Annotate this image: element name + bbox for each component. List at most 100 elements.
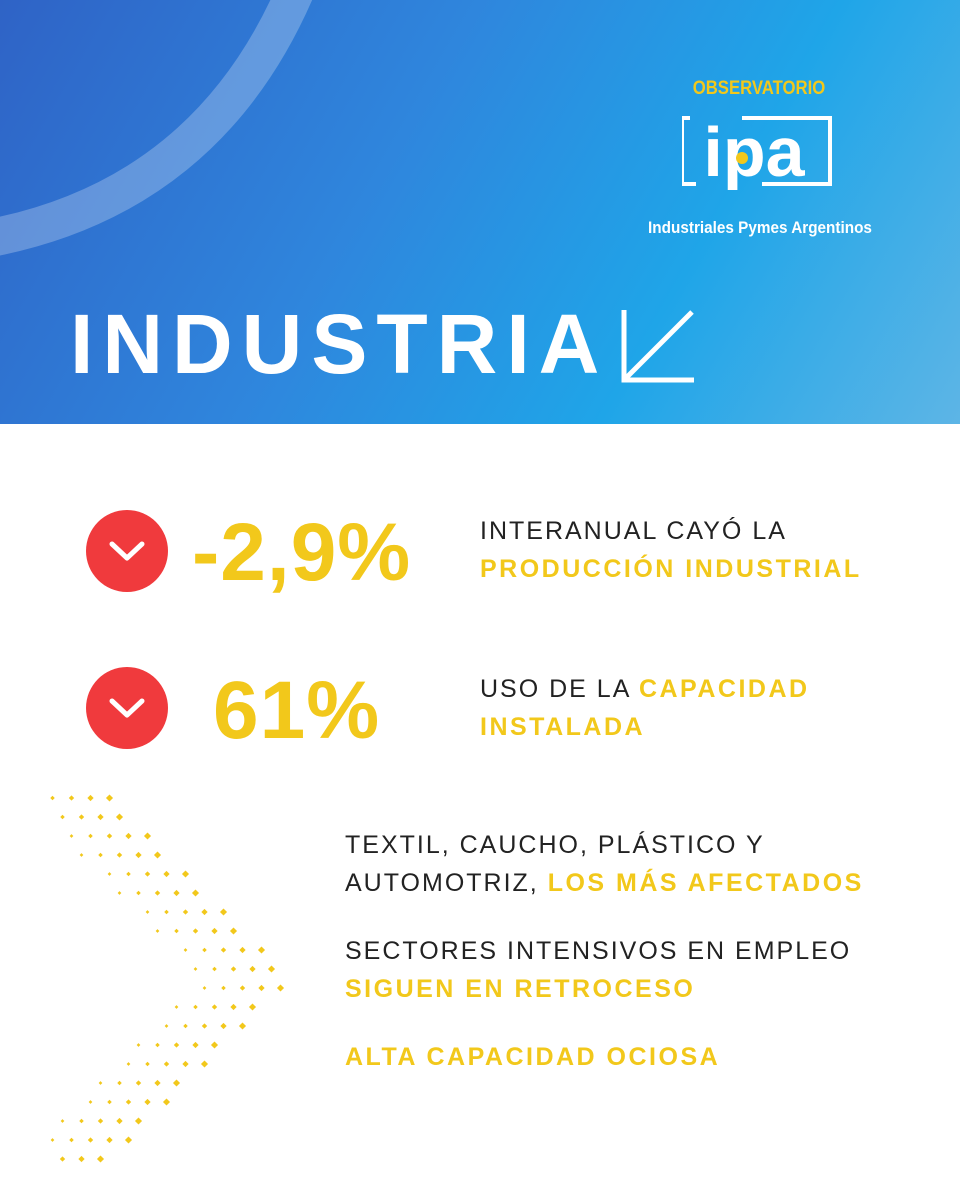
decor-dot [98, 1081, 103, 1085]
decor-dot [78, 1155, 85, 1163]
decor-dot [105, 794, 114, 802]
decor-dot [155, 1042, 160, 1048]
decor-dot [144, 1098, 151, 1106]
decor-dot [162, 1098, 171, 1106]
bullet-1: TEXTIL, CAUCHO, PLÁSTICO Y AUTOMOTRIZ, L… [345, 826, 864, 902]
decor-dot [181, 870, 190, 878]
decor-dot [163, 1061, 170, 1067]
decor-dot [97, 813, 104, 821]
decor-dot [212, 966, 217, 972]
decor-dot [153, 851, 162, 859]
decor-dot [202, 947, 207, 953]
decor-dot [173, 1042, 180, 1048]
decor-dot [182, 1060, 189, 1068]
decor-dot [219, 908, 228, 916]
decor-dot [117, 891, 122, 895]
decor-dot [126, 871, 131, 877]
decor-dot [258, 984, 265, 992]
decor-dot [87, 1137, 94, 1143]
decor-dot [79, 1118, 84, 1124]
decor-dot [201, 908, 208, 916]
decor-dot [69, 1137, 74, 1143]
decor-dot [143, 832, 152, 840]
decor-dot [96, 1155, 105, 1163]
decor-dot [50, 795, 55, 801]
bullet-1-text: AUTOMOTRIZ, [345, 869, 539, 897]
page-title: INDUSTRIA [70, 297, 609, 391]
decor-dot [116, 852, 123, 858]
bullet-2-line1: SECTORES INTENSIVOS EN EMPLEO [345, 937, 852, 965]
decor-dot [173, 889, 180, 897]
decor-dot [117, 1080, 122, 1086]
decor-dot [191, 889, 200, 897]
decor-dot [192, 928, 199, 934]
decor-dot [163, 870, 170, 878]
decorative-arc [0, 0, 313, 256]
decor-dot [97, 1118, 104, 1124]
decor-dot [136, 890, 141, 896]
decor-dot [126, 1062, 131, 1066]
decor-dot [106, 1136, 113, 1144]
decor-dot [60, 814, 65, 820]
decor-dot [125, 832, 132, 840]
decor-dot [183, 1023, 188, 1029]
decor-dot [193, 967, 198, 971]
decor-dot [267, 965, 276, 973]
decor-dot [154, 890, 161, 896]
decor-dot [200, 1060, 209, 1068]
decor-dot [98, 852, 103, 858]
decor-dot [164, 909, 169, 915]
decor-dot [183, 948, 188, 952]
bullet-1-highlight: LOS MÁS AFECTADOS [547, 869, 864, 897]
bullet-3: ALTA CAPACIDAD OCIOSA [345, 1038, 720, 1076]
decor-dot [79, 853, 84, 857]
decor-dot [154, 1079, 161, 1087]
decor-dot [116, 1117, 123, 1125]
decor-dot [145, 910, 150, 914]
decor-dot [135, 851, 142, 859]
header-banner: OBSERVATORIO ipa Industriales Pymes Arge… [0, 0, 960, 424]
decor-dot [106, 833, 113, 839]
decor-dot [50, 1138, 55, 1142]
decor-dot [174, 1005, 179, 1009]
decor-dot [211, 1004, 218, 1010]
bullet-3-highlight: ALTA CAPACIDAD OCIOSA [345, 1043, 721, 1071]
decor-dot [249, 965, 256, 973]
decor-dot [144, 871, 151, 877]
chevron-down-icon [109, 698, 145, 718]
stat-1-value: -2,9% [192, 507, 412, 598]
stat-1-badge [86, 510, 168, 592]
decor-dot [135, 1080, 142, 1086]
decor-dot [182, 909, 189, 915]
decor-dot [220, 947, 227, 953]
bullet-1-line2: AUTOMOTRIZ, LOS MÁS AFECTADOS [345, 864, 864, 902]
decor-dot [172, 1079, 181, 1087]
decor-dot [59, 1156, 66, 1162]
decor-dot [201, 1023, 208, 1029]
arrow-down-left-icon [621, 310, 694, 383]
decor-dot [257, 946, 266, 954]
stat-1-description: INTERANUAL CAYÓ LA PRODUCCIÓN INDUSTRIAL [480, 512, 862, 588]
decor-dot [239, 985, 246, 991]
stat-1-text: INTERANUAL CAYÓ LA [480, 517, 787, 545]
decor-dot [107, 1099, 112, 1105]
stat-2-description: USO DE LA CAPACIDAD INSTALADA [480, 670, 900, 746]
decor-dot [164, 1024, 169, 1028]
decor-dot [115, 813, 124, 821]
decor-dot [202, 986, 207, 990]
stat-2-highlight: CAPACIDAD INSTALADA [480, 675, 810, 741]
decor-dot [155, 929, 160, 933]
decor-dot [174, 928, 179, 934]
decor-dot [211, 927, 218, 935]
logo-observatorio-text: OBSERVATORIO [692, 78, 826, 99]
decor-dot [68, 795, 75, 801]
decor-dot [88, 833, 93, 839]
decor-dot [87, 794, 94, 802]
ipa-logo: OBSERVATORIO ipa Industriales Pymes Arge… [630, 78, 890, 248]
decor-dot [210, 1041, 219, 1049]
decor-dot [107, 872, 112, 876]
decor-dot [220, 1022, 227, 1030]
decor-dot [125, 1099, 132, 1105]
decor-dot [229, 927, 238, 935]
decor-dot [60, 1119, 65, 1123]
